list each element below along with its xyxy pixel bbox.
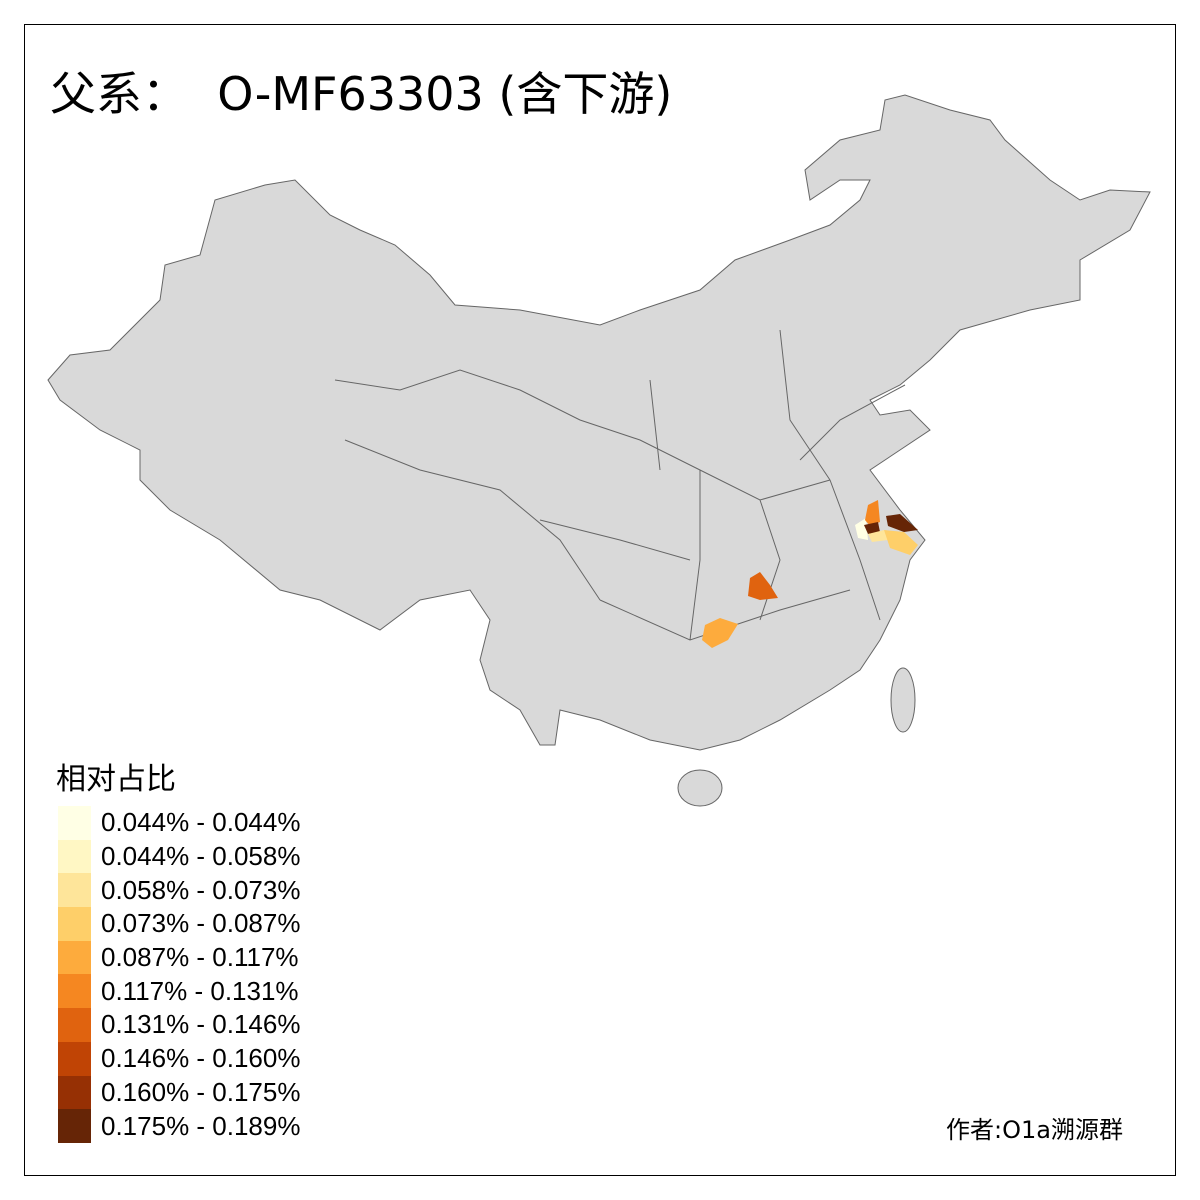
legend-swatch xyxy=(58,1075,91,1110)
legend-item: 0.131% - 0.146% xyxy=(58,1008,300,1042)
legend-label: 0.131% - 0.146% xyxy=(101,1009,301,1040)
legend-item: 0.044% - 0.058% xyxy=(58,839,301,874)
legend-label: 0.073% - 0.087% xyxy=(101,908,301,939)
legend-label: 0.044% - 0.058% xyxy=(101,841,301,872)
legend-label: 0.117% - 0.131% xyxy=(101,975,299,1006)
legend-item: 0.058% - 0.073% xyxy=(58,873,301,908)
legend-swatch xyxy=(58,907,91,941)
legend-label: 0.044% - 0.044% xyxy=(101,807,301,838)
legend-swatch xyxy=(58,940,91,975)
highlighted-region xyxy=(748,572,778,600)
legend-swatch xyxy=(58,873,91,908)
legend-item: 0.073% - 0.087% xyxy=(58,907,300,941)
legend-swatch xyxy=(58,1041,91,1076)
highlighted-region xyxy=(884,530,918,555)
highlighted-region xyxy=(886,514,918,532)
legend-label: 0.058% - 0.073% xyxy=(101,874,301,905)
legend-swatch xyxy=(58,806,91,840)
author-credit: 作者:O1a溯源群 xyxy=(946,1116,1123,1144)
legend-item: 0.044% - 0.044% xyxy=(58,806,300,840)
legend-item: 0.117% - 0.131% xyxy=(58,974,300,1009)
taiwan-island xyxy=(890,667,916,733)
legend-swatch xyxy=(58,1008,91,1042)
legend-item: 0.160% - 0.175% xyxy=(58,1075,301,1110)
legend-swatch xyxy=(58,839,91,874)
legend-item: 0.146% - 0.160% xyxy=(58,1041,301,1076)
legend-item: 0.087% - 0.117% xyxy=(58,940,300,975)
highlighted-region xyxy=(855,518,868,540)
hainan-island xyxy=(677,769,723,807)
legend-item: 0.175% - 0.189% xyxy=(58,1109,300,1143)
legend-label: 0.160% - 0.175% xyxy=(101,1076,301,1107)
legend-title: 相对占比 xyxy=(56,762,176,797)
legend-label: 0.087% - 0.117% xyxy=(101,942,299,973)
legend-label: 0.146% - 0.160% xyxy=(101,1043,301,1074)
map-title: 父系： O-MF63303 (含下游) xyxy=(50,67,673,121)
highlighted-region xyxy=(868,530,888,542)
legend-swatch xyxy=(58,974,91,1009)
china-outline xyxy=(47,94,1151,751)
highlighted-region xyxy=(702,618,738,648)
legend-swatch xyxy=(58,1109,91,1143)
legend-label: 0.175% - 0.189% xyxy=(101,1110,301,1141)
legend: 0.044% - 0.044% 0.044% - 0.058% 0.058% - 0… xyxy=(58,806,300,1143)
highlighted-region xyxy=(865,500,880,526)
highlighted-region xyxy=(864,522,880,534)
